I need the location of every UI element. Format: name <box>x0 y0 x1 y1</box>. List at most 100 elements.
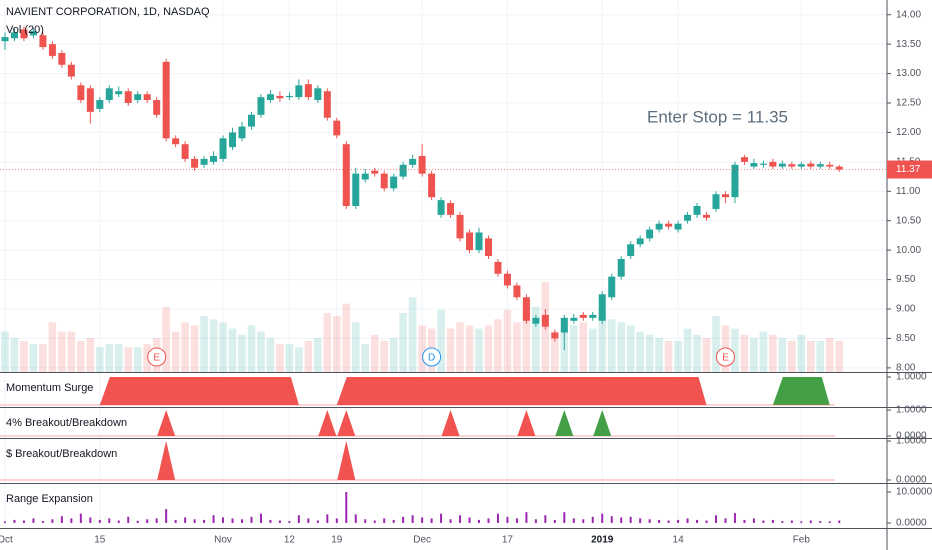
histogram-bar <box>70 518 73 523</box>
event-label: E <box>722 353 729 364</box>
histogram-bar <box>98 519 101 523</box>
candle-body <box>541 314 549 327</box>
histogram-bar <box>610 516 613 523</box>
candle-body <box>560 317 568 333</box>
histogram-bar <box>733 513 736 523</box>
histogram-bar <box>658 519 661 523</box>
volume-bar <box>257 331 265 372</box>
histogram-bar <box>155 518 158 523</box>
candle-body <box>67 64 75 77</box>
volume-bar <box>551 331 559 372</box>
volume-bar <box>314 337 322 372</box>
candle-body <box>551 332 559 339</box>
candle-body <box>390 176 398 189</box>
histogram-bar <box>4 521 6 523</box>
volume-bar <box>570 325 578 372</box>
histogram-bar <box>591 516 594 523</box>
volume-bar <box>67 331 76 372</box>
volume-bar <box>77 340 85 372</box>
histogram-bar <box>259 513 262 523</box>
histogram-bar <box>601 513 604 523</box>
candle-body <box>522 297 530 321</box>
histogram-bar <box>269 519 272 523</box>
momentum-area <box>99 377 299 405</box>
histogram-bar <box>212 515 215 523</box>
chart-title: NAVIENT CORPORATION, 1D, NASDAQ <box>6 6 210 18</box>
y-tick-label: 0.0000 <box>896 475 927 486</box>
event-marker <box>715 347 735 367</box>
candle-body <box>247 114 255 127</box>
histogram-bar <box>478 519 480 523</box>
candle-body <box>333 120 341 136</box>
volume-bar <box>247 325 256 372</box>
candle-body <box>826 164 834 167</box>
candle-body <box>684 214 692 221</box>
histogram-bar <box>136 520 139 523</box>
x-tick-label: 12 <box>284 535 296 546</box>
histogram-bar <box>288 521 291 523</box>
volume-bar <box>114 344 123 372</box>
event-label: E <box>153 353 160 364</box>
candle-body <box>314 88 322 101</box>
histogram-bar <box>60 516 63 523</box>
candle-body <box>115 91 123 95</box>
candle-body <box>304 84 312 98</box>
histogram-bar <box>13 519 16 523</box>
histogram-bar <box>127 516 130 523</box>
candle-body <box>29 31 37 36</box>
candle-body <box>816 164 824 167</box>
candle-body <box>1 37 9 42</box>
histogram-bar <box>781 521 784 523</box>
volume-bar <box>304 340 313 372</box>
histogram-bar <box>620 517 623 523</box>
volume-bar <box>446 328 455 372</box>
volume-bar <box>645 334 654 372</box>
histogram-bar <box>193 519 196 523</box>
y-tick-label: 12.50 <box>896 98 921 109</box>
histogram-bar <box>468 517 471 523</box>
histogram-bar <box>165 509 168 523</box>
y-tick-label: 14.00 <box>896 9 921 20</box>
histogram-bar <box>41 521 44 523</box>
histogram-bar <box>51 519 54 523</box>
volume-bar <box>484 325 493 372</box>
y-tick-label: 8.50 <box>896 333 916 344</box>
volume-bar <box>418 325 426 372</box>
candle-body <box>323 91 331 118</box>
breakout-triangle <box>337 410 356 436</box>
candle-body <box>759 163 767 165</box>
volume-bar <box>361 344 370 372</box>
volume-bar <box>475 328 483 372</box>
y-tick-label: 0.0000 <box>896 518 927 529</box>
histogram-bar <box>430 518 433 523</box>
volume-bar <box>20 340 28 372</box>
volume-bar <box>588 328 597 372</box>
histogram-bar <box>108 518 111 523</box>
volume-bar <box>835 340 844 372</box>
histogram-bar <box>828 521 831 523</box>
volume-bar <box>238 334 246 372</box>
histogram-bar <box>819 521 822 523</box>
volume-bar <box>370 334 379 372</box>
volume-bar <box>266 337 275 372</box>
candle-body <box>181 144 189 159</box>
event-marker <box>147 347 167 367</box>
candle-body <box>721 194 729 198</box>
volume-bar <box>503 309 512 372</box>
histogram-bar <box>544 515 547 523</box>
candle-body <box>693 206 701 215</box>
x-tick-label: 2019 <box>591 535 614 546</box>
volume-bar <box>181 322 189 372</box>
volume-bar <box>456 322 464 372</box>
histogram-bar <box>809 520 812 523</box>
volume-bar <box>1 331 9 372</box>
panel-label: Range Expansion <box>6 493 93 505</box>
volume-bar <box>513 322 521 372</box>
volume-bar <box>29 344 38 372</box>
histogram-bar <box>345 492 348 523</box>
candle-body <box>191 158 199 168</box>
y-tick-label: 12.00 <box>896 127 921 138</box>
volume-bar <box>380 340 388 372</box>
candle-body <box>238 126 246 139</box>
